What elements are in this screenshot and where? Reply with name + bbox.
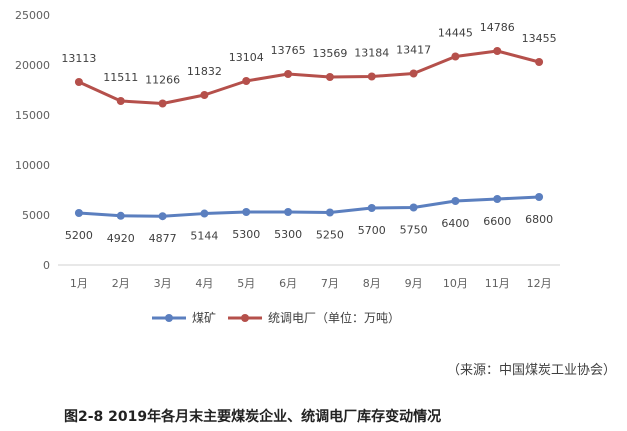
legend-item-2: 统调电厂（单位：万吨）	[228, 310, 400, 325]
data-label: 6600	[483, 215, 511, 228]
x-tick-label: 4月	[195, 277, 213, 290]
data-point	[158, 99, 167, 108]
data-point	[116, 211, 125, 220]
y-tick-label: 15000	[15, 109, 50, 122]
y-tick-label: 10000	[15, 159, 50, 172]
data-point	[284, 70, 293, 78]
data-point	[242, 208, 251, 216]
legend-swatch-marker	[241, 314, 250, 322]
legend-swatch-marker	[165, 314, 173, 322]
data-label: 13569	[312, 47, 347, 60]
figure-caption: 图2-8 2019年各月末主要煤炭企业、统调电厂库存变动情况	[64, 408, 441, 425]
data-point	[493, 47, 502, 55]
data-point	[409, 203, 418, 212]
data-point	[200, 91, 209, 99]
legend-item-1: 煤矿	[152, 311, 216, 325]
series-line	[77, 49, 541, 105]
data-label: 14786	[480, 21, 515, 34]
data-point	[451, 197, 460, 205]
x-tick-label: 5月	[237, 277, 255, 290]
data-point	[493, 195, 502, 203]
chart-axes: 0 5000 10000 15000 20000 25000 1月 2月 3月 4月 5月 6月 7月 8…	[15, 9, 560, 290]
y-tick-label: 25000	[15, 9, 50, 22]
x-tick-label: 9月	[405, 277, 423, 290]
series-2: 13113 11511 11266 11832 13104 13765 13569 13184…	[61, 21, 557, 108]
data-point	[242, 77, 251, 85]
y-tick-label: 0	[43, 259, 50, 272]
chart-legend: 煤矿 统调电厂（单位：万吨）	[152, 310, 400, 325]
y-tick-label: 20000	[15, 59, 50, 72]
data-point	[158, 212, 167, 221]
data-label: 13104	[229, 51, 264, 64]
data-label: 6400	[441, 217, 469, 230]
data-label: 5300	[274, 228, 302, 241]
data-label: 5200	[65, 229, 93, 242]
legend-label: 统调电厂（单位：万吨）	[268, 310, 400, 325]
series-1: 5200 4920 4877 5144 5300 5300 5250 5700 5750 6400…	[65, 193, 553, 245]
data-point	[367, 72, 376, 81]
data-point	[325, 208, 334, 217]
data-point	[325, 73, 334, 81]
data-label: 13417	[396, 44, 431, 57]
x-tick-label: 8月	[363, 277, 381, 290]
data-point	[451, 52, 460, 61]
x-tick-label: 11月	[485, 277, 510, 290]
data-point	[535, 58, 544, 66]
data-label: 13455	[522, 32, 557, 45]
x-tick-label: 2月	[112, 277, 130, 290]
legend-label: 煤矿	[192, 311, 216, 325]
data-label: 6800	[525, 213, 553, 226]
data-label: 13765	[271, 44, 306, 57]
data-point	[535, 193, 544, 201]
data-point	[74, 209, 83, 217]
data-point	[284, 208, 293, 216]
data-point	[116, 97, 125, 105]
x-tick-label: 10月	[443, 277, 468, 290]
x-tick-label: 6月	[279, 277, 297, 290]
data-label: 5144	[190, 230, 218, 243]
x-tick-label: 1月	[70, 277, 88, 290]
data-label: 11832	[187, 65, 222, 78]
data-point	[74, 78, 83, 86]
data-point	[367, 204, 376, 212]
x-tick-label: 3月	[154, 277, 172, 290]
data-label: 5700	[358, 224, 386, 237]
chart-series: 5200 4920 4877 5144 5300 5300 5250 5700 5750 6400…	[61, 21, 556, 245]
x-tick-label: 12月	[527, 277, 552, 290]
y-tick-label: 5000	[22, 209, 50, 222]
series-line	[77, 195, 541, 218]
data-point	[409, 69, 418, 78]
data-point	[200, 209, 209, 218]
data-label: 5750	[400, 224, 428, 237]
source-note: （来源：中国煤炭工业协会）	[447, 363, 616, 378]
data-label: 4877	[149, 232, 177, 245]
data-label: 11266	[145, 74, 180, 87]
data-label: 5300	[232, 228, 260, 241]
data-label: 4920	[107, 232, 135, 245]
data-label: 13184	[354, 47, 389, 60]
data-label: 11511	[103, 71, 138, 84]
data-label: 5250	[316, 229, 344, 242]
data-label: 13113	[61, 52, 96, 65]
data-label: 14445	[438, 27, 473, 40]
x-tick-label: 7月	[321, 277, 339, 290]
